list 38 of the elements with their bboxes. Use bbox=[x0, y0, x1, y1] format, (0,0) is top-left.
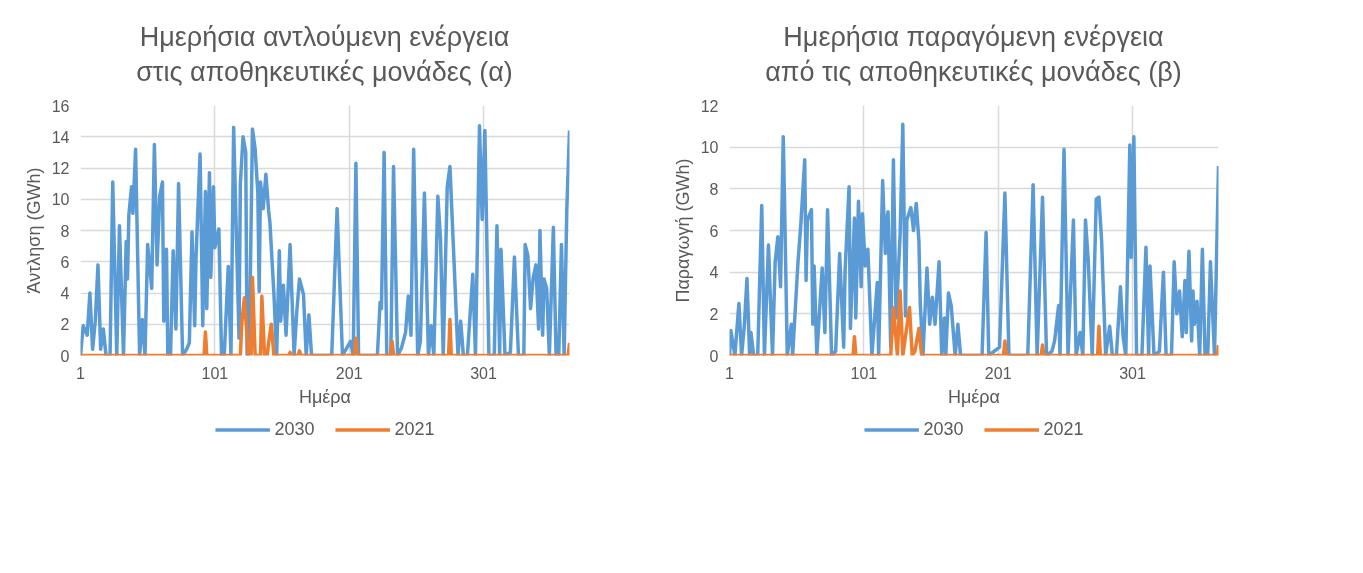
y-tick-label: 0 bbox=[60, 347, 70, 365]
y-tick-label: 10 bbox=[51, 191, 70, 209]
y-tick-label: 12 bbox=[51, 160, 70, 178]
y-tick-label: 12 bbox=[700, 97, 719, 115]
x-tick-label: 101 bbox=[850, 364, 878, 382]
x-tick-label: 201 bbox=[984, 364, 1012, 382]
legend-label: 2021 bbox=[394, 418, 435, 440]
y-tick-label: 8 bbox=[709, 181, 719, 199]
y-tick-label: 6 bbox=[709, 222, 719, 240]
y-axis-title: Άντληση (GWh) bbox=[23, 167, 44, 294]
y-tick-label: 6 bbox=[60, 253, 70, 271]
x-tick-label: 1 bbox=[76, 364, 86, 382]
legend-label: 2021 bbox=[1043, 418, 1084, 440]
y-tick-label: 0 bbox=[709, 347, 719, 365]
y-tick-label: 2 bbox=[709, 306, 719, 324]
y-tick-label: 2 bbox=[60, 316, 70, 334]
x-tick-label: 301 bbox=[470, 364, 497, 382]
line-series bbox=[80, 124, 570, 356]
y-tick-label: 4 bbox=[709, 264, 719, 282]
line-series bbox=[80, 275, 570, 356]
line-series bbox=[729, 122, 1219, 356]
chart-title: Ημερήσια παραγόμενη ενέργεια από τις αποθηκευτικές μονάδες (β) bbox=[765, 21, 1182, 90]
x-axis-title: Ημέρα bbox=[947, 386, 1001, 407]
line-series bbox=[729, 289, 1219, 356]
y-tick-label: 8 bbox=[60, 222, 70, 240]
legend-label: 2030 bbox=[274, 418, 315, 440]
x-tick-label: 101 bbox=[201, 364, 229, 382]
y-tick-label: 14 bbox=[51, 128, 70, 146]
x-tick-label: 301 bbox=[1119, 364, 1146, 382]
y-tick-label: 4 bbox=[60, 285, 70, 303]
legend-label: 2030 bbox=[923, 418, 964, 440]
x-tick-label: 1 bbox=[725, 364, 735, 382]
chart-title: Ημερήσια αντλούμενη ενέργεια στις αποθηκευτικές μονάδες (α) bbox=[136, 21, 513, 90]
y-tick-label: 16 bbox=[51, 97, 70, 115]
x-axis-title: Ημέρα bbox=[298, 386, 352, 407]
x-tick-label: 201 bbox=[335, 364, 363, 382]
y-axis-title: Παραγωγή (GWh) bbox=[672, 158, 693, 303]
y-tick-label: 10 bbox=[700, 139, 719, 157]
